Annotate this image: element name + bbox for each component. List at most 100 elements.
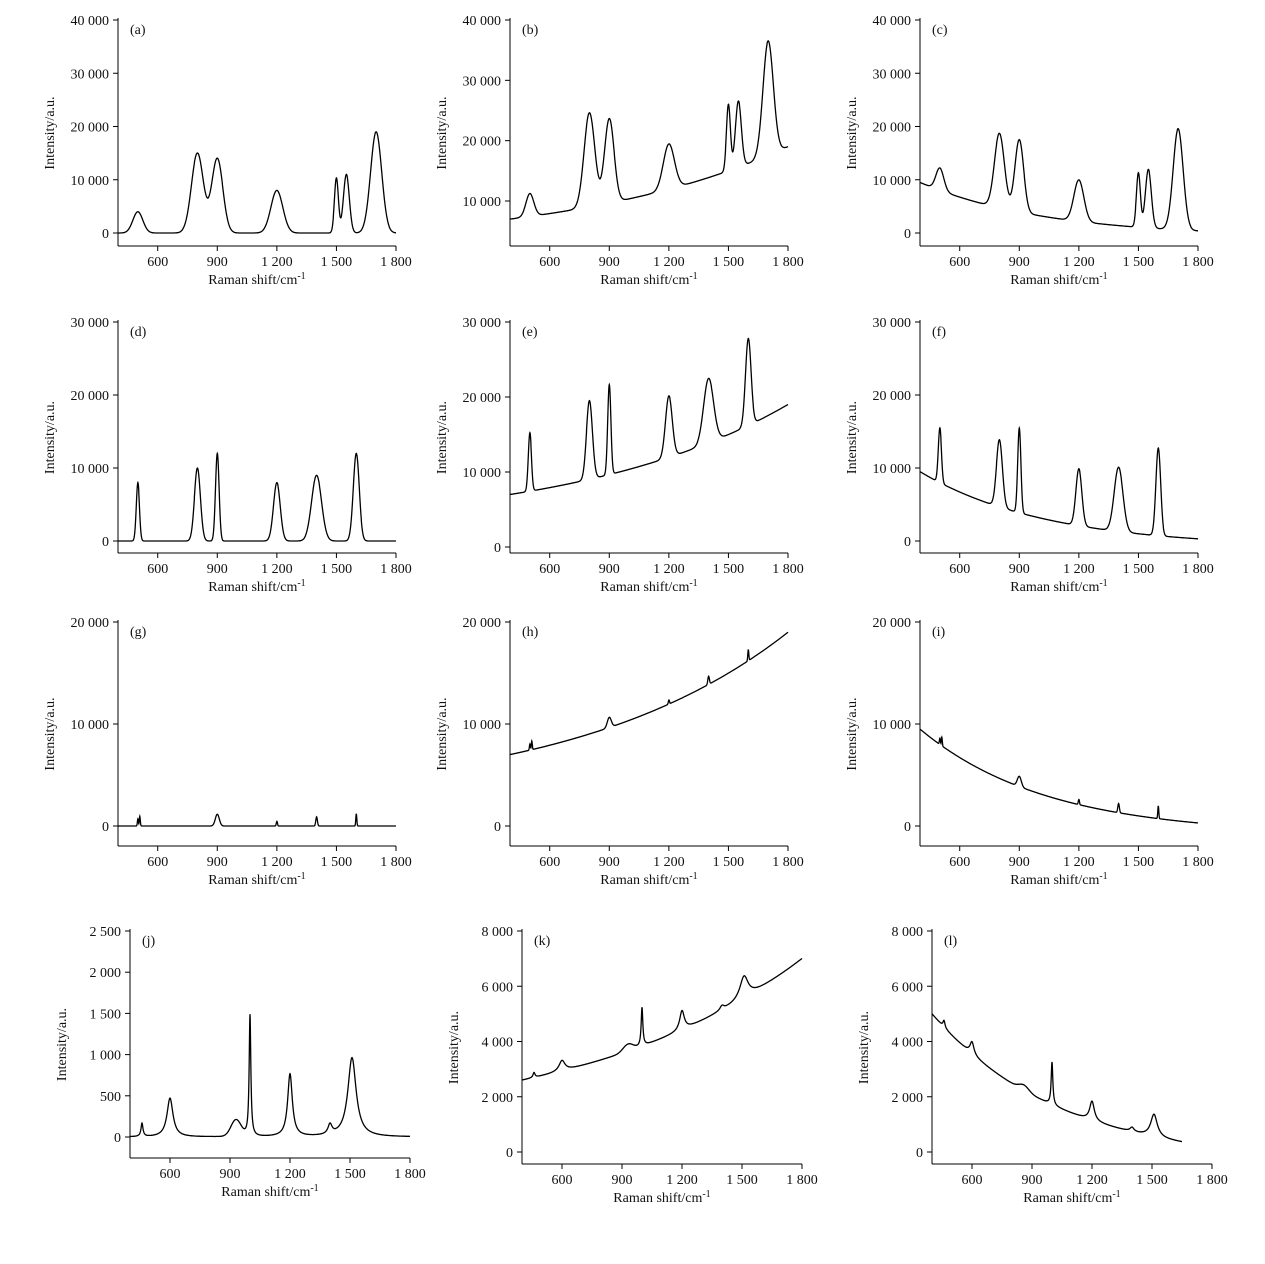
panel-label: (g): [130, 625, 147, 640]
spectrum-line: [919, 425, 1198, 540]
spectrum-line: [509, 40, 789, 220]
y-tick-label: 10 000: [71, 462, 110, 477]
y-tick-label: 10 000: [71, 718, 110, 733]
superscript: -1: [1099, 871, 1107, 882]
x-tick-label: 1 200: [274, 1167, 306, 1182]
superscript: -1: [297, 578, 305, 589]
panel-label: (c): [932, 23, 948, 38]
x-axis-title: Raman shift/cm-1: [600, 871, 697, 888]
panel-label: (k): [534, 934, 551, 949]
x-tick-label: 600: [147, 255, 168, 270]
panel-e: 0 10 000 20 000 30 000 600 900 1 200 1 500 1 800…: [435, 316, 804, 595]
x-axis-title: Raman shift/cm-1: [1010, 271, 1107, 288]
spectrum-line: [118, 451, 396, 542]
x-tick-label: 1 200: [653, 562, 685, 577]
y-tick-label: 0: [102, 227, 109, 242]
y-tick-label: 0: [102, 535, 109, 550]
y-tick-label: 30 000: [463, 316, 502, 331]
x-tick-label: 1 500: [321, 562, 353, 577]
x-tick-label: 600: [160, 1167, 181, 1182]
x-tick-label: 1 500: [1123, 562, 1155, 577]
y-tick-label: 0: [506, 1146, 513, 1161]
superscript: -1: [689, 871, 697, 882]
y-tick-label: 0: [494, 820, 501, 835]
y-axis-title: Intensity/a.u.: [845, 401, 860, 474]
x-tick-label: 1 500: [1123, 255, 1155, 270]
x-tick-label: 900: [207, 562, 228, 577]
superscript: -1: [1099, 271, 1107, 282]
y-tick-label: 20 000: [463, 391, 502, 406]
spectrum-line: [919, 128, 1198, 232]
x-axis-title: Raman shift/cm-1: [208, 578, 305, 595]
panel-label: (l): [944, 934, 958, 949]
superscript: -1: [297, 871, 305, 882]
x-tick-label: 900: [207, 255, 228, 270]
x-axis-title: Raman shift/cm-1: [600, 271, 697, 288]
y-tick-label: 20 000: [463, 616, 502, 631]
x-tick-label: 1 500: [713, 255, 745, 270]
y-axis-title: Intensity/a.u.: [845, 697, 860, 770]
y-tick-label: 20 000: [463, 135, 502, 150]
x-tick-label: 1 800: [772, 255, 804, 270]
x-tick-label: 600: [147, 855, 168, 870]
y-tick-label: 0: [494, 541, 501, 556]
y-tick-label: 0: [916, 1146, 923, 1161]
y-tick-label: 0: [904, 535, 911, 550]
x-axis-title: Raman shift/cm-1: [1010, 871, 1107, 888]
x-tick-label: 1 800: [1182, 855, 1214, 870]
x-axis-title: Raman shift/cm-1: [221, 1183, 318, 1200]
y-axis-title: Intensity/a.u.: [435, 401, 450, 474]
x-tick-label: 1 800: [380, 855, 412, 870]
panel-c: 0 10 000 20 000 30 000 40 000 600 900 1 200 1 50…: [845, 14, 1214, 288]
y-axis-title: Intensity/a.u.: [435, 96, 450, 169]
x-tick-label: 1 200: [1063, 562, 1095, 577]
y-tick-label: 2 500: [90, 925, 122, 940]
x-tick-label: 1 200: [1076, 1173, 1108, 1188]
y-tick-label: 10 000: [873, 718, 912, 733]
panel-label: (a): [130, 23, 146, 38]
y-tick-label: 8 000: [892, 925, 924, 940]
y-tick-label: 10 000: [463, 466, 502, 481]
superscript: -1: [689, 578, 697, 589]
x-tick-label: 1 200: [666, 1173, 698, 1188]
x-tick-label: 900: [1009, 562, 1030, 577]
x-tick-label: 1 500: [713, 562, 745, 577]
x-tick-label: 600: [539, 855, 560, 870]
x-tick-label: 900: [599, 255, 620, 270]
spectrum-line: [919, 728, 1198, 824]
panel-b: 10 000 20 000 30 000 40 000 600 900 1 200 1 500…: [435, 14, 804, 288]
panel-i: 0 10 000 20 000 600 900 1 200 1 500 1 800 Raman …: [845, 616, 1214, 888]
x-tick-label: 1 200: [261, 255, 293, 270]
panel-label: (b): [522, 23, 539, 38]
panel-a: 0 10 000 20 000 30 000 40 000 600 900 1 200 1 50…: [43, 14, 412, 288]
y-tick-label: 10 000: [873, 174, 912, 189]
x-tick-label: 1 800: [1182, 255, 1214, 270]
x-tick-label: 1 500: [1136, 1173, 1168, 1188]
x-tick-label: 1 200: [1063, 255, 1095, 270]
y-tick-label: 10 000: [71, 174, 110, 189]
x-tick-label: 1 200: [653, 255, 685, 270]
y-tick-label: 10 000: [873, 462, 912, 477]
y-tick-label: 20 000: [71, 616, 110, 631]
spectrum-line: [509, 631, 789, 756]
panel-label: (j): [142, 934, 156, 949]
x-tick-label: 900: [1022, 1173, 1043, 1188]
y-tick-label: 30 000: [463, 74, 502, 89]
x-axis-title: Raman shift/cm-1: [208, 271, 305, 288]
panel-label: (f): [932, 325, 946, 340]
x-tick-label: 1 500: [321, 855, 353, 870]
y-axis-title: Intensity/a.u.: [447, 1011, 462, 1084]
x-tick-label: 1 800: [380, 562, 412, 577]
y-tick-label: 4 000: [482, 1036, 514, 1051]
superscript: -1: [297, 271, 305, 282]
panel-label: (e): [522, 325, 538, 340]
spectrum-line: [118, 131, 396, 234]
x-tick-label: 600: [949, 855, 970, 870]
x-tick-label: 600: [962, 1173, 983, 1188]
y-tick-label: 40 000: [873, 14, 912, 29]
panel-k: 0 2 000 4 000 6 000 8 000 600 900 1 200 1 500 1 8…: [447, 925, 818, 1206]
y-tick-label: 0: [904, 820, 911, 835]
x-axis-title: Raman shift/cm-1: [208, 871, 305, 888]
x-tick-label: 1 800: [380, 255, 412, 270]
